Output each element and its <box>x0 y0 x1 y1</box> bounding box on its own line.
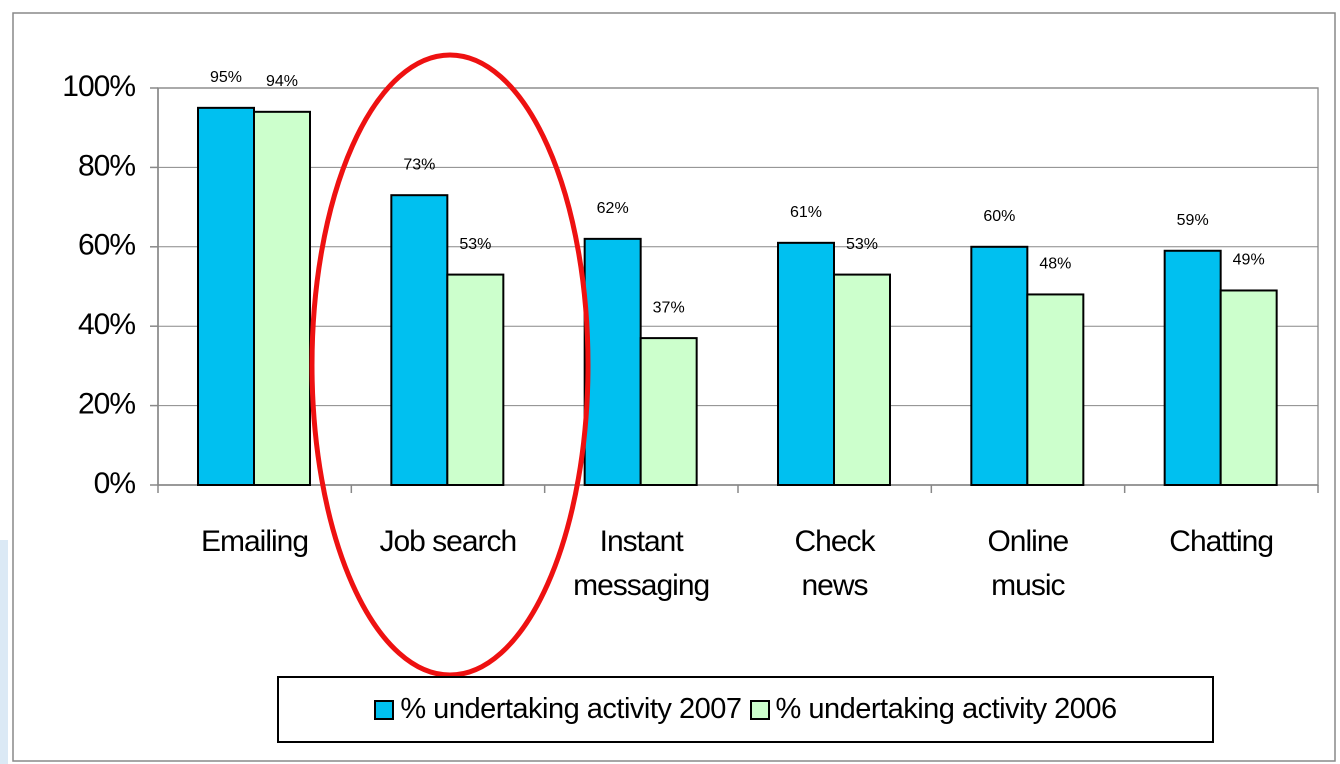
x-tick-label: Job search <box>379 525 517 558</box>
bar <box>833 273 891 486</box>
data-label: 62% <box>597 200 629 217</box>
y-tick-label: 60% <box>78 229 135 262</box>
y-tick-label: 100% <box>62 70 135 103</box>
y-tick-label: 80% <box>78 149 135 182</box>
x-tick-label: Emailing <box>200 525 309 558</box>
data-label: 60% <box>983 208 1015 225</box>
data-label: 53% <box>846 236 878 253</box>
x-tick-label: Instant messaging <box>573 525 710 602</box>
bar <box>197 106 255 486</box>
data-label: 53% <box>459 236 491 253</box>
data-label: 59% <box>1177 212 1209 229</box>
y-tick-label: 20% <box>78 388 135 421</box>
plot-border <box>157 87 1319 486</box>
legend-swatch <box>749 699 770 720</box>
data-label: 48% <box>1039 256 1071 273</box>
data-label: 95% <box>210 69 242 86</box>
bar <box>639 337 698 486</box>
bar <box>777 241 835 486</box>
bar <box>446 273 505 486</box>
bar <box>253 110 311 486</box>
highlight-ellipse <box>309 52 591 678</box>
x-tick-label: Chatting <box>1169 525 1274 558</box>
data-label: 37% <box>653 299 685 316</box>
bar <box>1026 293 1085 486</box>
legend-label: % undertaking activity 2006 <box>775 693 1118 725</box>
x-tick-label: Online music <box>987 525 1069 602</box>
legend-label: % undertaking activity 2007 <box>400 693 742 725</box>
frame <box>12 12 1336 762</box>
x-tick-label: Check news <box>794 525 875 602</box>
legend: % undertaking activity 2007 % undertaking… <box>277 676 1214 743</box>
data-label: 94% <box>266 73 298 90</box>
legend-item: % undertaking activity 2007 <box>374 693 742 726</box>
data-label: 73% <box>403 156 435 173</box>
bar <box>970 245 1029 486</box>
edge-strip <box>0 540 8 764</box>
legend-swatch <box>374 699 395 720</box>
y-tick-label: 0% <box>94 467 136 500</box>
legend-item: % undertaking activity 2006 <box>749 693 1118 726</box>
bar <box>390 194 449 486</box>
y-tick-label: 40% <box>78 308 135 341</box>
bar <box>583 237 642 486</box>
bar <box>1163 249 1222 486</box>
data-label: 49% <box>1233 252 1265 269</box>
bar <box>1219 289 1278 486</box>
data-label: 61% <box>790 204 822 221</box>
